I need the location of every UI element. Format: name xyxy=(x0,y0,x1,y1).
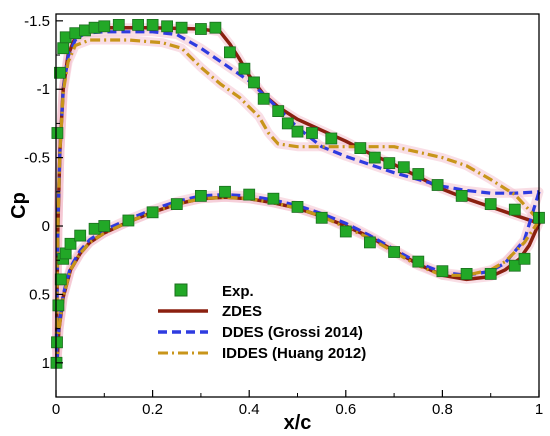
exp-marker xyxy=(383,157,396,170)
exp-marker xyxy=(122,214,135,227)
axis-ticks: 0 0.2 0.4 0.6 0.8 1 -1.5 -1 -0.5 0 0.5 1 xyxy=(24,13,543,418)
exp-marker xyxy=(388,246,401,258)
legend: Exp. ZDES DDES (Grossi 2014) IDDES (Huan… xyxy=(158,283,366,362)
exp-marker xyxy=(209,21,222,34)
y-tick-label: 0.5 xyxy=(29,286,50,303)
exp-marker xyxy=(64,237,77,250)
exp-markers xyxy=(50,18,545,369)
x-tick-label: 0 xyxy=(52,401,60,418)
x-tick-label: 0.4 xyxy=(239,401,260,418)
x-tick-label: 1 xyxy=(535,401,543,418)
exp-marker xyxy=(175,21,188,34)
exp-marker xyxy=(170,198,183,211)
exp-marker xyxy=(238,62,251,75)
exp-marker xyxy=(98,20,111,33)
exp-marker xyxy=(518,252,531,265)
exp-marker xyxy=(132,18,145,31)
y-tick-label: 1 xyxy=(42,355,50,372)
exp-marker xyxy=(484,198,497,211)
exp-marker xyxy=(57,42,70,55)
exp-marker xyxy=(484,267,497,280)
exp-marker xyxy=(54,66,66,79)
exp-marker xyxy=(291,200,304,213)
legend-label-exp: Exp. xyxy=(222,283,254,300)
exp-marker xyxy=(74,229,87,242)
x-axis-title: x/c xyxy=(284,412,312,434)
exp-marker xyxy=(397,161,410,174)
exp-marker xyxy=(281,117,294,130)
exp-marker xyxy=(272,105,285,117)
y-tick-label: -1.5 xyxy=(24,13,50,30)
exp-marker xyxy=(161,20,174,33)
exp-marker xyxy=(248,76,260,89)
legend-label-zdes: ZDES xyxy=(222,303,262,320)
exp-marker xyxy=(325,132,338,145)
exp-marker xyxy=(51,127,64,139)
x-tick-label: 0.8 xyxy=(432,401,453,418)
exp-marker xyxy=(315,211,328,224)
exp-marker xyxy=(257,92,270,105)
exp-marker xyxy=(431,179,444,191)
exp-marker xyxy=(412,255,425,268)
exp-marker xyxy=(291,125,304,138)
exp-marker xyxy=(354,142,367,155)
exp-marker xyxy=(508,259,521,272)
exp-marker xyxy=(54,273,67,286)
exp-marker xyxy=(339,225,352,238)
exp-marker xyxy=(219,185,231,198)
exp-marker xyxy=(194,23,207,35)
exp-marker xyxy=(51,336,63,349)
exp-marker xyxy=(368,151,381,164)
legend-swatch-exp xyxy=(174,283,188,297)
exp-marker xyxy=(306,127,318,139)
y-axis-title: Cp xyxy=(8,192,30,219)
x-tick-label: 0.2 xyxy=(142,401,163,418)
exp-marker xyxy=(460,267,473,280)
exp-marker xyxy=(455,189,468,202)
exp-marker xyxy=(223,46,236,59)
exp-marker xyxy=(194,189,207,202)
exp-marker xyxy=(267,192,280,205)
exp-marker xyxy=(52,299,65,312)
y-tick-label: -0.5 xyxy=(24,150,50,167)
exp-marker xyxy=(98,220,111,232)
exp-marker xyxy=(112,18,125,31)
exp-marker xyxy=(243,188,256,201)
exp-marker xyxy=(436,265,449,278)
exp-marker xyxy=(508,203,521,216)
exp-marker xyxy=(412,168,425,180)
y-tick-label: -1 xyxy=(37,81,50,98)
exp-marker xyxy=(146,206,159,219)
exp-marker xyxy=(363,236,376,249)
legend-label-ddes: DDES (Grossi 2014) xyxy=(222,324,363,341)
x-tick-label: 0.6 xyxy=(335,401,356,418)
legend-label-iddes: IDDES (Huang 2012) xyxy=(222,345,366,362)
exp-marker xyxy=(146,18,159,31)
y-tick-label: 0 xyxy=(42,218,50,235)
